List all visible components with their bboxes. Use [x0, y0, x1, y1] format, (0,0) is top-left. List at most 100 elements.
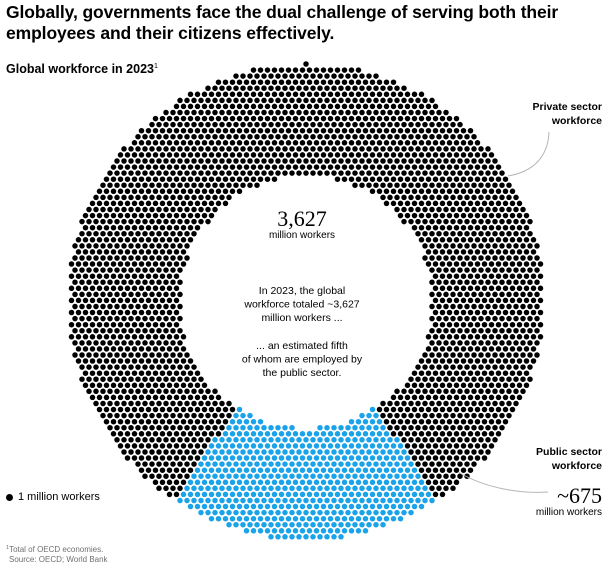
private-sector-dot — [436, 218, 442, 225]
private-sector-dot — [96, 321, 103, 328]
private-sector-dot — [79, 364, 85, 370]
private-sector-dot — [173, 479, 180, 486]
private-sector-dot — [481, 406, 488, 413]
private-sector-dot — [142, 364, 148, 370]
private-sector-dot — [425, 103, 432, 110]
private-sector-dot — [261, 97, 267, 104]
private-sector-dot — [173, 370, 180, 376]
public-sector-dot — [261, 485, 267, 492]
private-sector-dot — [110, 358, 117, 364]
private-sector-dot — [446, 309, 453, 316]
private-sector-dot — [149, 194, 155, 201]
public-sector-dot — [282, 497, 288, 504]
private-sector-dot — [201, 103, 208, 110]
public-sector-dot — [348, 455, 355, 461]
private-sector-dot — [205, 194, 211, 201]
private-sector-dot — [492, 206, 498, 213]
private-sector-dot — [96, 249, 103, 255]
private-sector-dot — [390, 188, 397, 195]
private-sector-dot — [215, 418, 222, 425]
private-sector-dot — [534, 267, 540, 273]
public-sector-dot — [296, 473, 302, 479]
private-sector-dot — [432, 382, 439, 389]
public-sector-dot — [320, 528, 327, 534]
public-sector-dot — [362, 455, 369, 461]
public-sector-dot — [215, 455, 222, 461]
private-sector-dot — [478, 243, 484, 249]
private-sector-dot — [191, 194, 197, 201]
public-sector-dot — [387, 449, 393, 455]
private-sector-dot — [173, 346, 180, 352]
private-sector-dot — [492, 352, 498, 358]
public-sector-dot — [320, 515, 327, 522]
private-sector-dot — [411, 140, 418, 146]
private-sector-dot — [194, 224, 201, 231]
public-sector-dot — [264, 515, 271, 522]
private-sector-dot — [432, 346, 439, 352]
private-sector-dot — [327, 127, 334, 134]
public-sector-dot — [320, 503, 327, 510]
private-sector-dot — [100, 230, 106, 237]
private-sector-dot — [226, 182, 232, 188]
public-sector-dot — [247, 449, 253, 455]
private-sector-dot — [184, 230, 190, 237]
private-sector-dot — [170, 133, 176, 140]
public-sector-dot — [387, 473, 393, 479]
private-sector-dot — [184, 437, 190, 443]
private-sector-dot — [142, 243, 148, 249]
private-sector-dot — [334, 176, 341, 182]
public-sector-dot — [320, 455, 327, 461]
private-sector-dot — [96, 394, 103, 401]
private-sector-dot — [138, 164, 145, 170]
private-sector-dot — [450, 412, 456, 419]
private-sector-dot — [415, 461, 421, 467]
private-sector-dot — [159, 455, 166, 461]
private-sector-dot — [212, 206, 218, 213]
private-sector-dot — [117, 285, 124, 292]
private-sector-dot — [481, 176, 488, 182]
private-sector-dot — [471, 449, 477, 455]
private-sector-dot — [516, 321, 523, 328]
private-sector-dot — [362, 176, 369, 182]
private-sector-dot — [474, 370, 481, 376]
private-sector-dot — [334, 67, 341, 73]
private-sector-dot — [278, 164, 285, 170]
public-sector-dot — [226, 449, 232, 455]
private-sector-dot — [509, 334, 516, 340]
public-sector-dot — [355, 528, 362, 534]
private-sector-dot — [408, 182, 414, 188]
private-sector-dot — [128, 388, 134, 395]
private-sector-dot — [485, 400, 491, 407]
private-sector-dot — [194, 418, 201, 425]
private-sector-dot — [446, 224, 453, 231]
private-sector-dot — [334, 79, 341, 85]
private-sector-dot — [457, 388, 463, 395]
private-sector-dot — [432, 321, 439, 328]
private-sector-dot — [492, 170, 498, 176]
private-sector-dot — [481, 321, 488, 328]
private-sector-dot — [534, 291, 540, 298]
private-sector-dot — [149, 327, 155, 334]
private-sector-dot — [488, 370, 495, 376]
private-sector-dot — [429, 327, 435, 334]
private-sector-dot — [184, 352, 190, 358]
public-sector-dot — [222, 503, 229, 510]
private-sector-dot — [166, 115, 173, 122]
public-sector-dot — [369, 455, 376, 461]
private-sector-dot — [152, 188, 159, 195]
private-sector-dot — [191, 182, 197, 188]
private-sector-dot — [229, 79, 236, 85]
private-sector-dot — [166, 176, 173, 182]
private-sector-dot — [194, 140, 201, 146]
public-sector-dot — [201, 467, 208, 473]
private-sector-dot — [86, 267, 92, 273]
private-sector-dot — [233, 73, 239, 79]
private-sector-dot — [215, 115, 222, 122]
private-sector-dot — [436, 206, 442, 213]
private-sector-dot — [72, 243, 78, 249]
private-sector-dot — [439, 358, 446, 364]
private-sector-dot — [177, 243, 183, 249]
private-sector-dot — [366, 146, 372, 152]
private-sector-dot — [436, 291, 442, 298]
private-sector-dot — [191, 400, 197, 407]
